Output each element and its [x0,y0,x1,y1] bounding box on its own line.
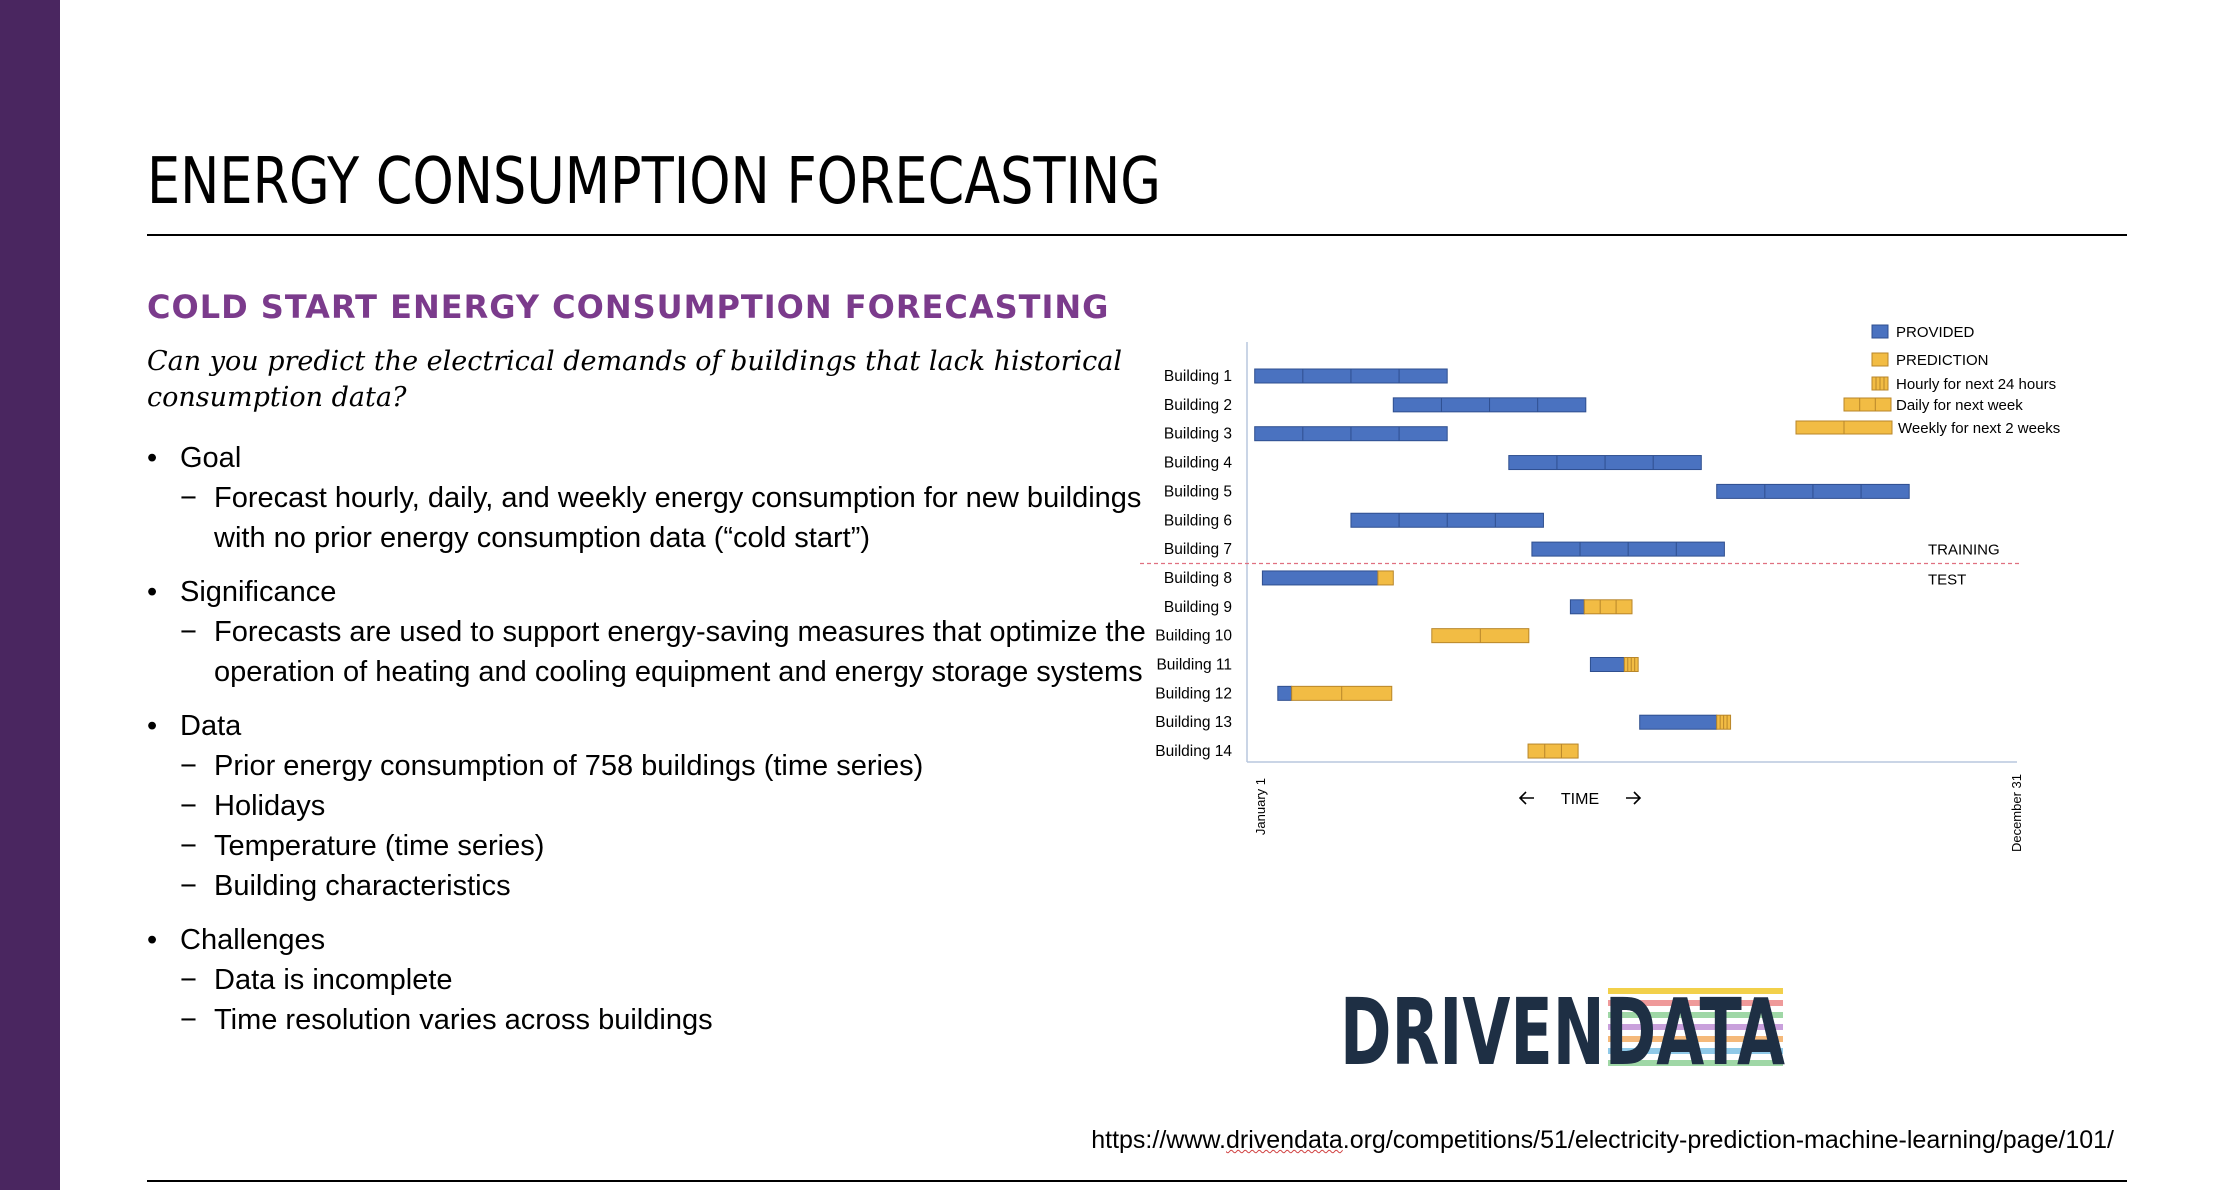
provided-bar [1639,714,1718,730]
logo-stripes [1608,988,1783,1066]
provided-bar [1261,570,1379,586]
provided-bar [1569,599,1585,615]
row-label: Building 12 [1155,685,1232,702]
legend-provided-swatch [1871,324,1889,339]
daily-bar [1583,599,1633,615]
bullet-challenges: Challenges [147,920,1147,960]
row-label: Building 7 [1164,541,1232,558]
subitem-challenges-1: Data is incomplete [147,960,1147,1000]
x-start-label: January 1 [1253,778,1268,835]
footer-divider [147,1180,2127,1182]
provided-bar [1277,685,1293,701]
row-label: Building 8 [1164,570,1232,587]
legend-daily-swatch [1843,397,1892,412]
bullet-goal: Goal [147,438,1147,478]
x-axis-label: TIME [1561,791,1599,808]
logo-wordmark: DRIVENDATA [1340,979,1785,1070]
source-url-prefix: https://www. [1091,1126,1226,1154]
row-label: Building 11 [1156,657,1232,674]
row-label: Building 1 [1164,368,1232,385]
legend-hourly-label: Hourly for next 24 hours [1896,376,2056,393]
legend-prediction-swatch [1871,352,1889,367]
drivendata-logo: DRIVENDATA [1340,979,1785,1070]
subitem-data-4: Building characteristics [147,866,1147,906]
slide-title: ENERGY CONSUMPTION FORECASTING [147,145,1161,219]
title-divider [147,234,2127,236]
row-label: Building 2 [1164,397,1232,414]
bullet-significance: Significance [147,572,1147,612]
source-url-suffix: .org/competitions/51/electricity-predict… [1342,1126,2114,1154]
arrow-right-icon [1626,791,1642,805]
lead-question: Can you predict the electrical demands o… [147,346,1123,413]
training-label: TRAINING [1928,542,2000,559]
subitem-significance-1: Forecasts are used to support energy-sav… [147,612,1147,692]
bullet-data: Data [147,706,1147,746]
source-url[interactable]: https://www.drivendata.org/competitions/… [1091,1126,2114,1155]
daily-bar [1527,743,1579,759]
subitem-goal-1: Forecast hourly, daily, and weekly energ… [147,478,1147,558]
row-label: Building 14 [1155,743,1232,760]
row-label: Building 13 [1155,714,1232,731]
row-label: Building 3 [1164,426,1232,443]
row-label: Building 5 [1164,483,1232,500]
test-label: TEST [1928,572,1966,589]
legend-weekly-label: Weekly for next 2 weeks [1898,420,2060,437]
subitem-data-3: Temperature (time series) [147,826,1147,866]
subitem-data-2: Holidays [147,786,1147,826]
row-label: Building 6 [1164,512,1232,529]
bullet-list: Goal Forecast hourly, daily, and weekly … [147,438,1147,1040]
legend-prediction-label: PREDICTION [1896,352,1989,369]
arrow-left-icon [1518,791,1534,805]
legend-daily-label: Daily for next week [1896,397,2023,414]
section-subtitle: COLD START ENERGY CONSUMPTION FORECASTIN… [147,288,1110,326]
timeline-chart: Building 1 Building 2 Building 3 Building 4… [1140,324,2060,852]
left-accent-bar [0,0,60,1190]
subitem-challenges-2: Time resolution varies across buildings [147,1000,1147,1040]
x-end-label: December 31 [2009,774,2024,852]
provided-bar [1589,657,1625,672]
source-url-domain: drivendata [1226,1126,1343,1154]
subitem-data-1: Prior energy consumption of 758 building… [147,746,1147,786]
legend-provided-label: PROVIDED [1896,324,1975,341]
row-label: Building 4 [1164,455,1232,472]
daily-bar [1377,570,1394,586]
row-label: Building 9 [1164,599,1232,616]
row-label: Building 10 [1155,628,1232,645]
